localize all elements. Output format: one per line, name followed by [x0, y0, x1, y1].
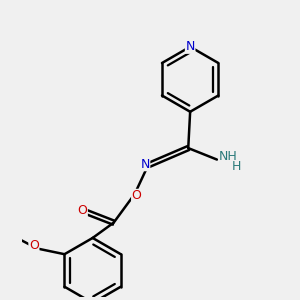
Text: N: N: [185, 40, 195, 53]
Text: O: O: [29, 239, 39, 252]
Text: NH: NH: [219, 150, 238, 163]
Text: H: H: [232, 160, 242, 173]
Text: O: O: [77, 203, 87, 217]
Text: N: N: [140, 158, 150, 171]
Text: O: O: [132, 189, 142, 203]
